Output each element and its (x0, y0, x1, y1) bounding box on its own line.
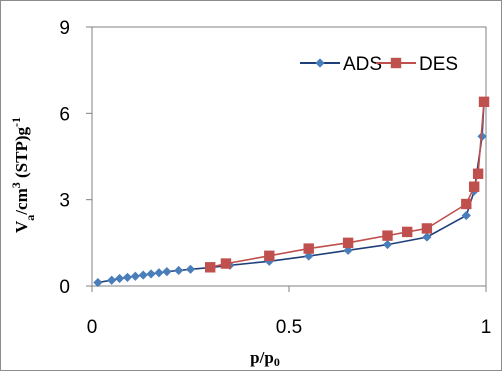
legend-label: ADS (343, 54, 382, 75)
y-tick-label: 9 (59, 18, 70, 39)
data-point-ads (130, 271, 140, 281)
data-point-ads (114, 273, 125, 284)
data-point-des (342, 237, 354, 249)
data-point-ads (422, 232, 432, 242)
legend: ADS DES (300, 54, 458, 75)
x-tick-labels: 0 0.5 1 (87, 317, 492, 338)
legend-entry-ads: ADS (300, 54, 382, 75)
y-tick-labels: 0 3 6 9 (59, 18, 70, 298)
y-axis-title-part: 3 (9, 182, 23, 188)
data-point-ads (343, 245, 353, 255)
y-tick-label: 3 (59, 191, 70, 212)
data-point-ads (122, 272, 133, 282)
series-des (205, 96, 490, 273)
data-point-des (472, 168, 484, 179)
data-point-ads (382, 239, 393, 250)
data-point-ads (174, 265, 184, 276)
x-axis-title-main: p/p (250, 348, 274, 367)
data-point-des (382, 230, 393, 241)
data-point-ads (185, 264, 196, 274)
legend-marker (390, 57, 402, 69)
data-point-ads (477, 131, 487, 141)
data-point-des (421, 223, 433, 234)
data-point-des (205, 262, 216, 273)
legend-entry-des: DES (376, 54, 458, 75)
data-point-ads (461, 210, 471, 221)
data-point-des (468, 181, 480, 192)
x-axis-title: p/p0 (250, 348, 280, 369)
legend-marker (315, 58, 325, 68)
data-point-des (402, 226, 413, 238)
data-point-des (264, 250, 275, 261)
data-point-ads (138, 270, 148, 280)
series-layer (93, 96, 490, 288)
data-point-des (220, 258, 232, 269)
x-tick-label: 0 (87, 317, 98, 338)
data-point-ads (107, 275, 117, 285)
data-point-des (303, 243, 314, 254)
x-axis-title-sub: 0 (274, 355, 280, 369)
data-point-des (461, 198, 472, 210)
y-axis-title-part: (STP)g (12, 127, 31, 183)
tick-marks (86, 26, 487, 292)
x-tick-label: 1 (481, 317, 492, 338)
legend-label: DES (419, 54, 458, 75)
data-point-des (478, 96, 490, 108)
y-tick-label: 0 (59, 277, 70, 298)
data-point-ads (162, 267, 172, 277)
y-axis-title-part: a (23, 215, 37, 221)
y-axis-title-part: V (12, 220, 31, 233)
plot-area (91, 26, 487, 287)
data-point-ads (154, 268, 164, 278)
x-tick-label: 0.5 (276, 317, 302, 338)
y-tick-label: 6 (59, 104, 70, 125)
data-point-ads (146, 269, 156, 279)
y-axis-title: Va/cm3 (STP)g-1 (9, 117, 37, 233)
data-point-ads (93, 277, 103, 288)
y-axis-title-part: /cm (12, 188, 31, 215)
y-axis-title-part: -1 (9, 117, 23, 127)
